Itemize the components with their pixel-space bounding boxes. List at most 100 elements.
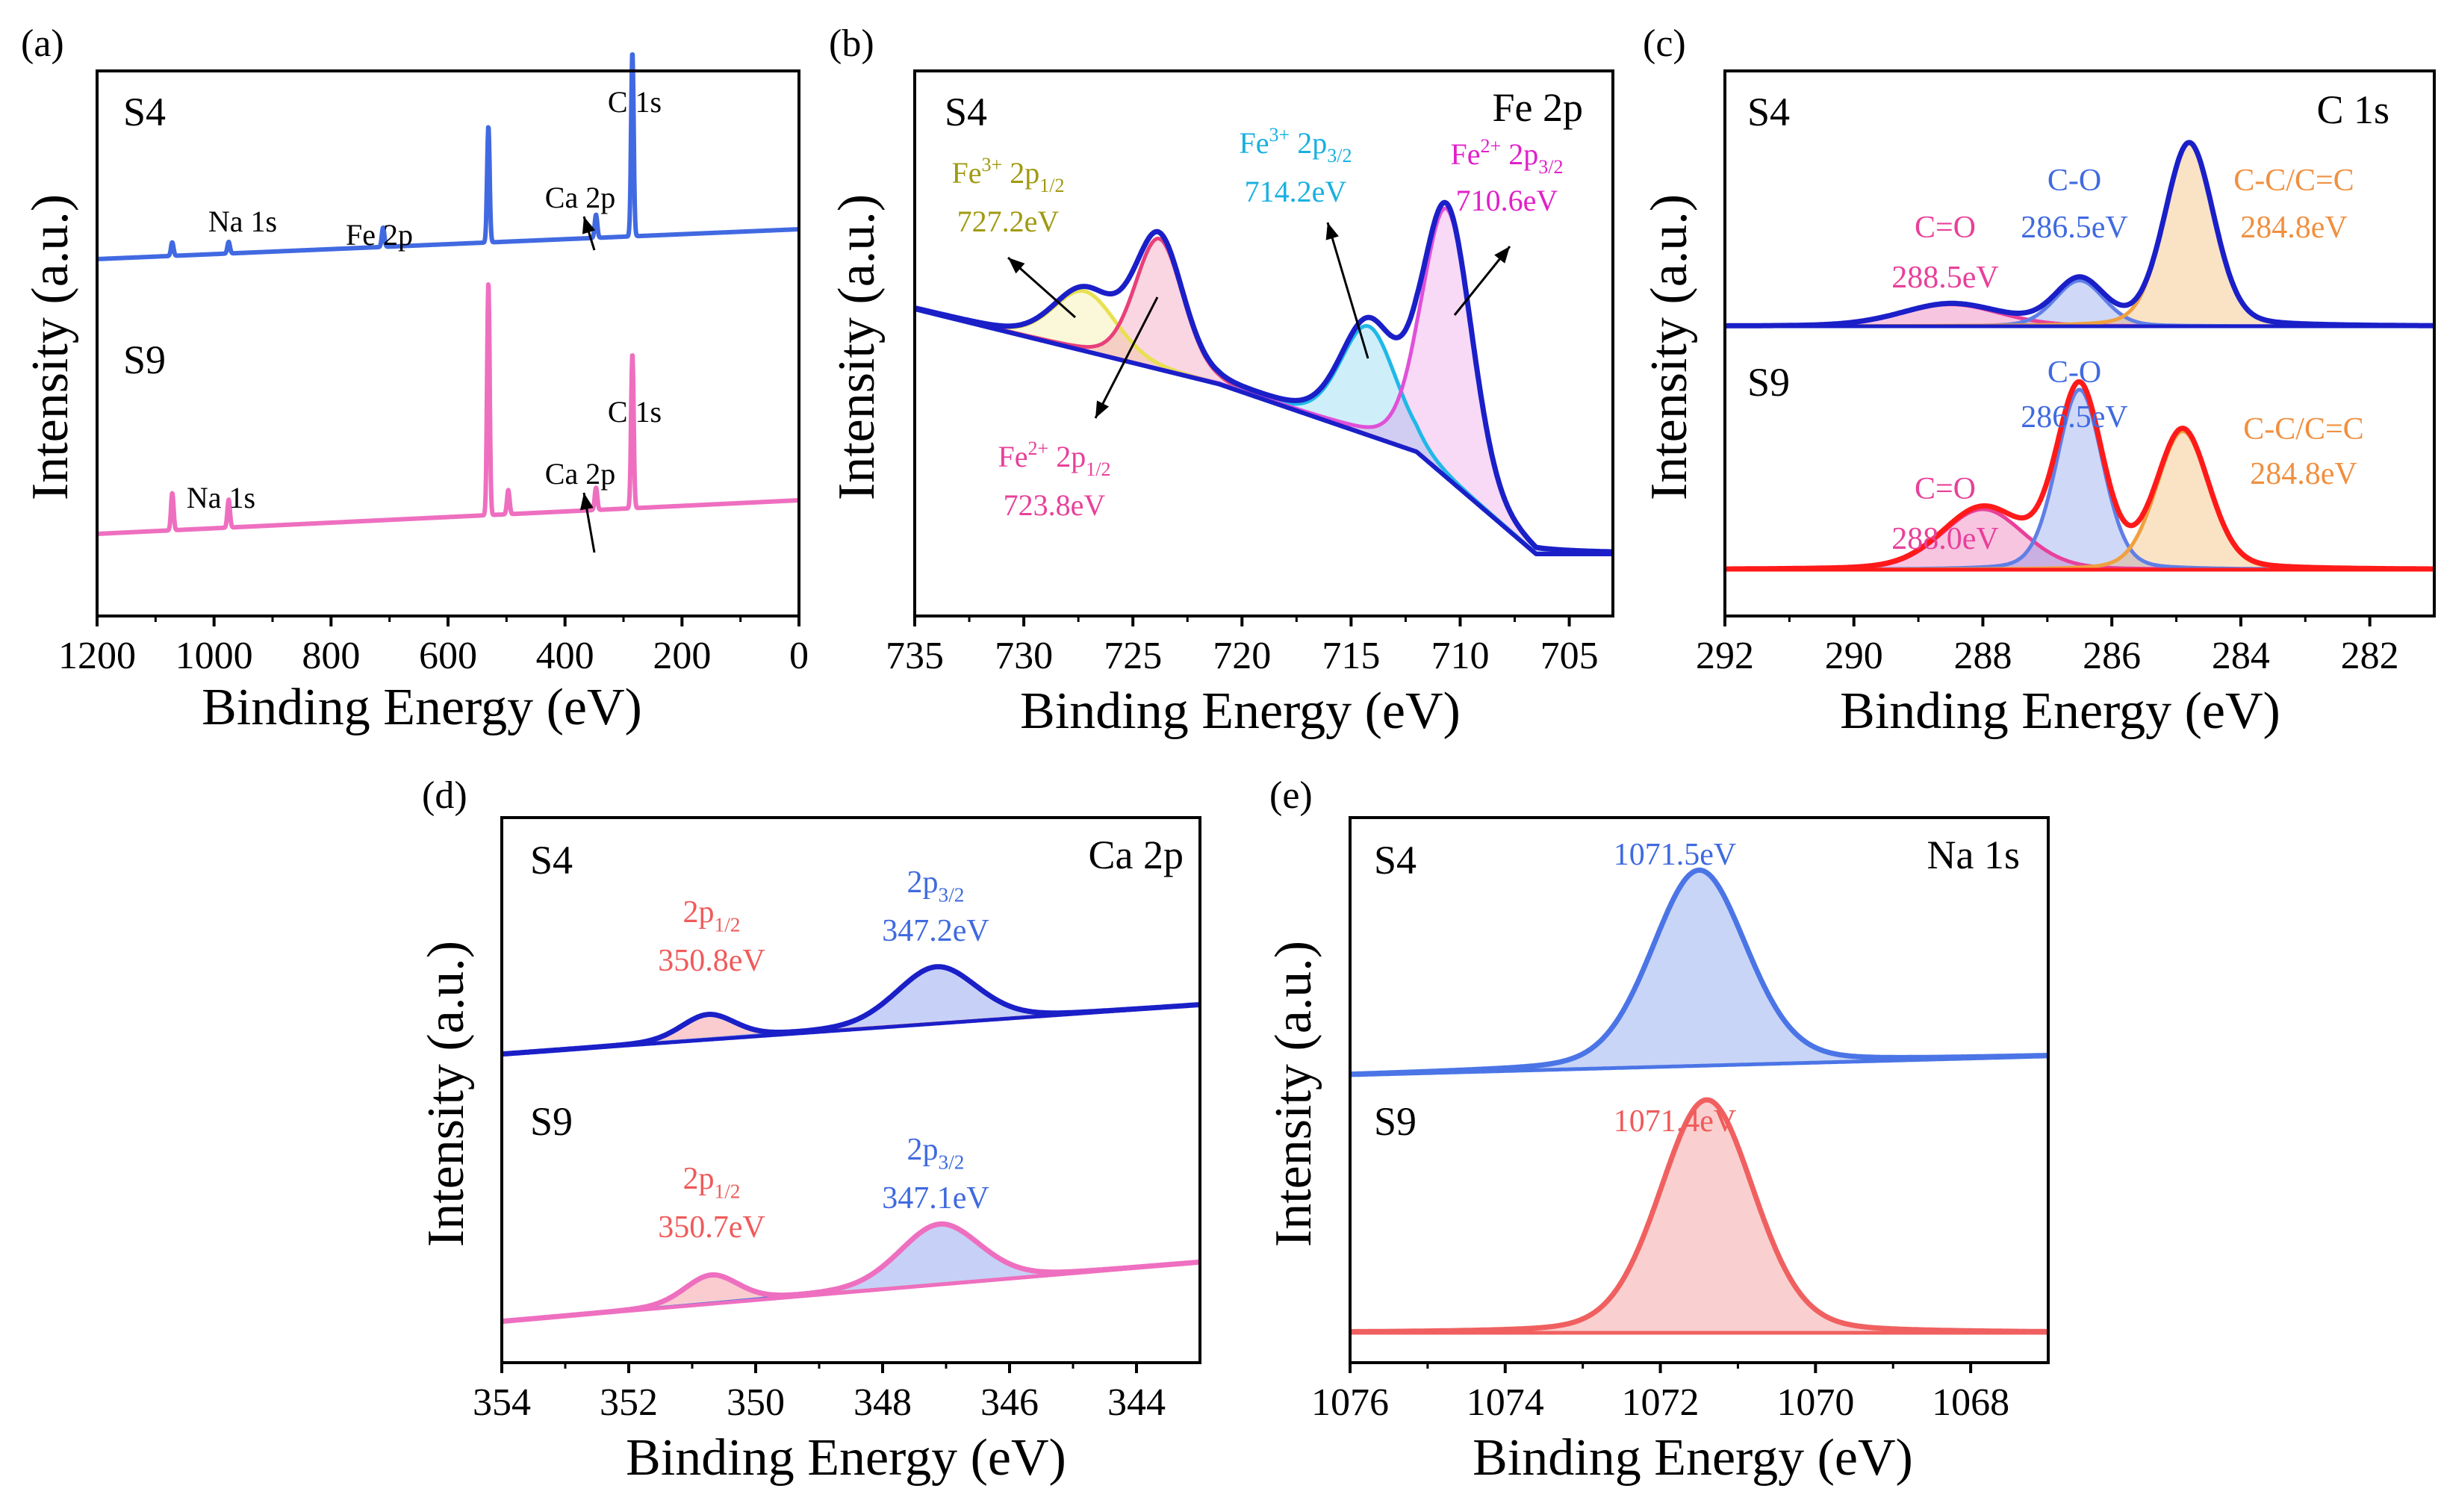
- panel-e-xtick-label: 1072: [1622, 1381, 1700, 1424]
- fe2p-arrow-1-head: [1008, 258, 1025, 274]
- panel-d-sample-s9: S9: [530, 1099, 573, 1144]
- spectra-lines-layer: [95, 52, 2436, 1335]
- panel-b-xtick-label: 705: [1540, 635, 1599, 677]
- panel-a-xtick-label: 0: [789, 635, 809, 677]
- axes-frames-layer: [96, 69, 2436, 1373]
- fe2p-peak-name-1: Fe3+ 2p1/2: [952, 154, 1065, 196]
- c1s-s4-label-name-2: C-O: [2047, 164, 2101, 198]
- survey-s4-spectrum: [95, 52, 801, 261]
- panel-a-sample-s4: S4: [123, 90, 166, 134]
- panel-d-xlabel: Binding Energy (eV): [626, 1429, 1066, 1487]
- fe2p-arrow-3: [1326, 222, 1369, 359]
- panel-a-xtick-label: 800: [302, 635, 360, 677]
- c1s-s9-label-value-3: 284.8eV: [2250, 457, 2357, 491]
- panel-e-letter: (e): [1269, 774, 1313, 817]
- survey-s4-na1s-label: Na 1s: [208, 205, 277, 238]
- survey-s9-ca2p-label: Ca 2p: [545, 457, 615, 491]
- c1s-s4-fill-1: [1725, 304, 2434, 326]
- panel-c-sample-s4: S4: [1747, 90, 1790, 134]
- ca2p-s4-envelope: [500, 964, 1201, 1057]
- panel-d-xtick-label: 352: [600, 1381, 658, 1424]
- panel-c-frame: [1723, 69, 2436, 617]
- c1s-s4-label-name-1: C=O: [1915, 211, 1976, 245]
- c1s-s9-label-value-1: 288.0eV: [1891, 522, 1998, 556]
- panel-c-ylabel: Intensity (a.u.): [1641, 194, 1698, 500]
- panel-c-letter: (c): [1643, 22, 1686, 65]
- panel-e-title: Na 1s: [1927, 833, 2020, 877]
- c1s-s4-envelope: [1723, 140, 2436, 329]
- survey-s9-spectrum: [95, 282, 801, 536]
- panel-a-xtick-label: 1200: [58, 635, 136, 677]
- panel-d-ylabel: Intensity (a.u.): [417, 941, 475, 1247]
- fe2p-arrow-4-head: [1494, 246, 1510, 264]
- panel-b-frame: [913, 69, 1614, 617]
- ca2p-s9-envelope: [500, 1221, 1201, 1325]
- ca2p-s4-label-name-2: 2p3/2: [907, 865, 965, 906]
- fe2p-peak-value-2: 723.8eV: [1004, 488, 1106, 522]
- panel-b-ylabel: Intensity (a.u.): [828, 194, 886, 500]
- panel-c-xtick-label: 288: [1953, 635, 2012, 677]
- c1s-s9-label-name-3: C-C/C=C: [2243, 412, 2363, 447]
- panel-a-frame: [96, 69, 800, 617]
- panel-a-letter: (a): [21, 22, 64, 65]
- fe2p-peak-name-4: Fe2+ 2p3/2: [1451, 135, 1564, 178]
- fe2p-peak-name-2: Fe2+ 2p1/2: [998, 438, 1111, 480]
- panel-e-frame: [1349, 816, 2050, 1364]
- c1s-s4-label-name-3: C-C/C=C: [2233, 164, 2354, 198]
- panel-b-xtick-label: 715: [1322, 635, 1380, 677]
- panel-a-xtick-label: 200: [653, 635, 711, 677]
- panel-b-title: Fe 2p: [1493, 85, 1584, 130]
- panel-d-xtick-label: 350: [727, 1381, 785, 1424]
- panel-e-xtick-label: 1068: [1932, 1381, 2009, 1424]
- panel-c-xtick-label: 286: [2083, 635, 2141, 677]
- survey-s9-ca2p-arrow-head: [579, 493, 594, 511]
- fe2p-peak-name-3: Fe3+ 2p3/2: [1240, 124, 1352, 167]
- panel-d-xtick-label: 346: [980, 1381, 1039, 1424]
- fe2p-arrow-3-head: [1325, 223, 1339, 240]
- fe2p-envelope-line: [912, 199, 1615, 555]
- panel-c-xtick-label: 292: [1696, 635, 1754, 677]
- survey-s9-na1s-label: Na 1s: [187, 481, 255, 514]
- ca2p-s9-label-value-1: 350.7eV: [658, 1210, 765, 1245]
- panel-e-xlabel: Binding Energy (eV): [1473, 1429, 1913, 1487]
- fe2p-peak-value-3: 714.2eV: [1245, 175, 1347, 208]
- panel-e-ylabel: Intensity (a.u.): [1265, 941, 1322, 1247]
- c1s-s9-label-name-2: C-O: [2047, 355, 2101, 390]
- panel-c-xtick-label: 290: [1825, 635, 1883, 677]
- c1s-s9-envelope: [1723, 379, 2436, 572]
- panel-a-xtick-label: 1000: [175, 635, 253, 677]
- ca2p-s4-label-value-2: 347.2eV: [882, 914, 989, 948]
- c1s-s4-label-value-2: 286.5eV: [2021, 211, 2127, 245]
- panel-e-xtick-label: 1074: [1467, 1381, 1544, 1424]
- panel-b-xtick-label: 730: [995, 635, 1053, 677]
- fe2p-peak-value-4: 710.6eV: [1456, 184, 1558, 217]
- na1s-s4-envelope: [1349, 867, 2050, 1077]
- panel-c-title: C 1s: [2316, 87, 2389, 132]
- panel-a-sample-s9: S9: [123, 337, 166, 382]
- na1s-s4-fill: [1350, 870, 2048, 1075]
- fe2p-background-line: [913, 307, 1614, 556]
- panel-e-sample-s9: S9: [1374, 1099, 1417, 1144]
- c1s-s9-label-name-1: C=O: [1915, 472, 1976, 506]
- fe2p-arrow-2-head: [1095, 400, 1110, 418]
- panel-d-xtick-label: 348: [853, 1381, 912, 1424]
- panel-a-xtick-label: 600: [419, 635, 477, 677]
- ca2p-s9-label-name-2: 2p3/2: [907, 1133, 965, 1174]
- c1s-s4-fill-2: [1725, 280, 2434, 326]
- survey-s4-ca2p-arrow-head: [582, 217, 596, 234]
- panel-d-title: Ca 2p: [1089, 833, 1184, 877]
- panel-b-sample-s4: S4: [945, 90, 987, 134]
- survey-s4-ca2p-label: Ca 2p: [545, 181, 615, 214]
- c1s-s9-label-value-2: 286.5eV: [2021, 400, 2127, 435]
- panel-e-xtick-label: 1076: [1311, 1381, 1389, 1424]
- panel-a-xlabel: Binding Energy (eV): [202, 679, 642, 736]
- panel-c-sample-s9: S9: [1747, 360, 1790, 405]
- panel-c-xtick-label: 282: [2341, 635, 2399, 677]
- panel-a-xtick-label: 400: [536, 635, 594, 677]
- panel-c-xtick-label: 284: [2212, 635, 2270, 677]
- c1s-s4-label-value-3: 284.8eV: [2240, 211, 2347, 245]
- panel-e-xtick-label: 1070: [1776, 1381, 1854, 1424]
- survey-s9-c1s-label: C 1s: [608, 395, 662, 429]
- ca2p-s9-label-name-1: 2p1/2: [683, 1162, 741, 1203]
